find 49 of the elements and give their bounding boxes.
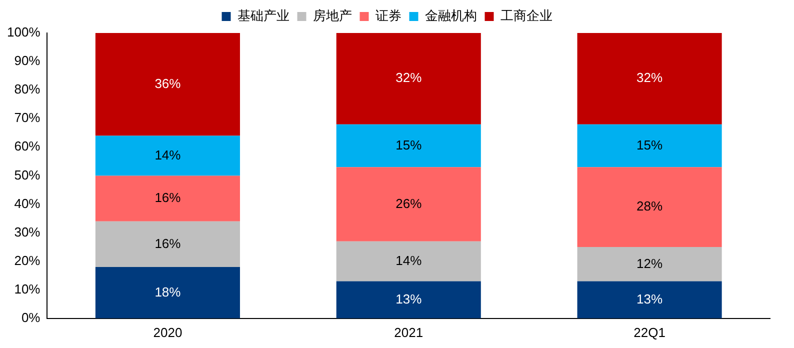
bar — [577, 247, 722, 282]
bar — [95, 267, 240, 318]
bar — [577, 281, 722, 318]
legend-label: 工商企业 — [500, 8, 552, 24]
legend-label: 基础产业 — [237, 8, 290, 24]
data-label: 16% — [154, 236, 182, 251]
y-tick-label: 90% — [14, 53, 41, 68]
data-label: 13% — [636, 291, 663, 306]
legend-label: 房地产 — [312, 8, 352, 24]
bar — [336, 241, 481, 282]
y-tick-label: 30% — [14, 224, 41, 240]
y-tick-label: 60% — [14, 138, 41, 154]
data-label: 32% — [636, 70, 663, 86]
y-tick-label: 20% — [14, 252, 41, 268]
bar — [95, 176, 240, 222]
y-tick-label: 80% — [14, 82, 41, 97]
legend-label: 证券 — [375, 8, 402, 24]
data-label: 13% — [396, 291, 422, 306]
data-label: 28% — [636, 198, 663, 214]
data-label: 12% — [636, 256, 663, 271]
data-label: 15% — [396, 137, 422, 152]
bar — [577, 167, 722, 248]
data-label: 18% — [154, 284, 182, 300]
data-label: 36% — [154, 76, 182, 91]
x-tick-label: 22Q1 — [634, 324, 666, 340]
bar — [577, 124, 722, 168]
data-label: 14% — [396, 252, 422, 268]
bar — [336, 281, 481, 318]
data-label: 32% — [396, 70, 422, 86]
legend-label: 金融机构 — [424, 8, 477, 24]
bar — [95, 33, 240, 136]
y-tick-label: 0% — [21, 310, 41, 325]
x-tick-label: 2021 — [394, 324, 424, 340]
bar — [336, 33, 481, 124]
y-tick-label: 40% — [14, 196, 41, 211]
x-tick-label: 2020 — [153, 324, 182, 340]
data-label: 26% — [396, 196, 422, 211]
bar — [95, 136, 240, 176]
data-label: 15% — [636, 137, 663, 152]
data-label: 16% — [154, 190, 182, 206]
data-label: 14% — [154, 147, 182, 162]
bar — [95, 221, 240, 268]
bar — [577, 33, 722, 124]
y-tick-label: 70% — [14, 110, 41, 126]
y-tick-label: 50% — [14, 167, 41, 182]
y-tick-label: 100% — [7, 24, 41, 40]
bar — [336, 167, 481, 242]
y-tick-label: 10% — [14, 281, 41, 296]
bar — [336, 124, 481, 168]
